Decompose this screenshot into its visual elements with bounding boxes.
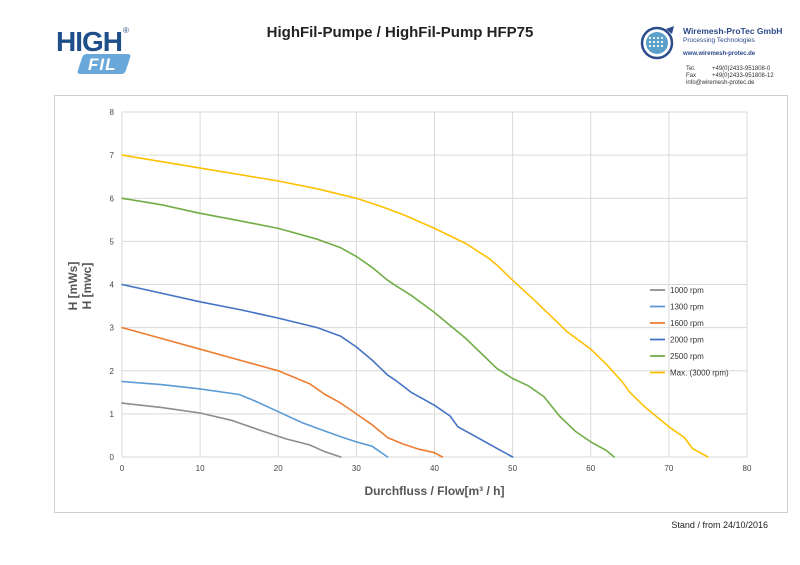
series-line-6 xyxy=(121,154,709,458)
legend-label-4: 2000 rpm xyxy=(670,336,704,345)
x-tick-label: 40 xyxy=(430,464,439,473)
logo-high-text: HIGH xyxy=(56,26,123,57)
email-value: info@wiremesh-protec.de xyxy=(686,80,755,86)
x-tick-label: 70 xyxy=(664,464,673,473)
y-tick-label: 3 xyxy=(110,324,115,333)
logo-fil-text: FIL xyxy=(88,55,117,74)
logo-registered-mark: ® xyxy=(123,26,129,35)
legend-label-2: 1300 rpm xyxy=(670,303,704,312)
y-tick-label: 4 xyxy=(110,281,115,290)
fax-value: +49(0)2433-951808-12 xyxy=(712,73,774,79)
contact-fax: Fax +49(0)2433-951808-12 xyxy=(686,73,774,80)
legend-label-1: 1000 rpm xyxy=(670,286,704,295)
y-tick-label: 8 xyxy=(110,108,115,117)
fax-label: Fax xyxy=(686,73,697,79)
tel-value: +49(0)2433-951808-0 xyxy=(712,66,771,72)
legend-label-5: 2500 rpm xyxy=(670,352,704,361)
chart-frame xyxy=(54,95,788,513)
x-tick-label: 60 xyxy=(586,464,595,473)
x-tick-label: 10 xyxy=(196,464,205,473)
y-tick-label: 5 xyxy=(110,237,115,246)
highfil-logo: HIGH ® FIL xyxy=(52,24,132,76)
y-tick-label: 6 xyxy=(110,194,115,203)
series-line-4 xyxy=(121,283,514,458)
x-tick-label: 30 xyxy=(352,464,361,473)
y-tick-label: 1 xyxy=(110,410,115,419)
x-axis-title: Durchfluss / Flow[m³ / h] xyxy=(365,484,505,498)
contact-email: info@wiremesh-protec.de xyxy=(686,80,774,87)
company-subtitle: Processing Technologies xyxy=(683,37,755,44)
company-block: Wiremesh-ProTec GmbH Processing Technolo… xyxy=(638,22,798,92)
legend-label-3: 1600 rpm xyxy=(670,319,704,328)
x-tick-label: 0 xyxy=(120,464,125,473)
legend-label-6: Max. (3000 rpm) xyxy=(670,369,729,378)
x-tick-label: 20 xyxy=(274,464,283,473)
company-name: Wiremesh-ProTec GmbH xyxy=(683,26,783,36)
series-line-3 xyxy=(121,326,444,458)
contact-tel: Tel. +49(0)2433-951808-0 xyxy=(686,66,774,73)
y-tick-label: 0 xyxy=(110,453,115,462)
y-tick-label: 7 xyxy=(110,151,115,160)
company-contact: Tel. +49(0)2433-951808-0 Fax +49(0)2433-95… xyxy=(686,66,774,87)
date-footnote: Stand / from 24/10/2016 xyxy=(671,520,768,530)
company-website: www.wiremesh-protec.de xyxy=(683,51,756,57)
x-tick-label: 50 xyxy=(508,464,517,473)
series-line-2 xyxy=(121,380,389,458)
tel-label: Tel. xyxy=(686,66,696,72)
x-tick-label: 80 xyxy=(743,464,752,473)
company-globe-icon xyxy=(640,26,674,60)
y-axis-title-mws: H [mWs] xyxy=(66,262,80,311)
series-line-5 xyxy=(121,197,616,458)
y-axis-title-mwc: H [mwc] xyxy=(80,263,94,310)
page-title: HighFil-Pumpe / HighFil-Pump HFP75 xyxy=(266,24,534,41)
series-line-1 xyxy=(121,402,342,458)
y-tick-label: 2 xyxy=(110,367,115,376)
